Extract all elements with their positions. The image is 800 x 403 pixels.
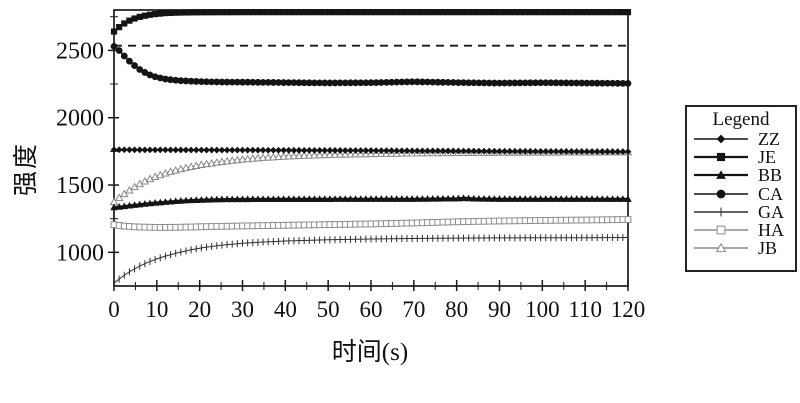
y-tick-label: 1000 [56,240,104,266]
x-tick-label: 70 [402,297,425,322]
legend: Legend ZZ JE BB CA GA HA JB [685,105,797,272]
legend-rows: ZZ JE BB CA GA HA JB [687,130,795,257]
legend-item-JB: JB [687,239,795,257]
x-tick-label: 0 [108,297,120,322]
x-tick-label: 10 [145,297,168,322]
diamond-legend-marker-icon [694,134,748,144]
x-tick-label: 90 [488,297,511,322]
series-JE [110,9,632,35]
x-tick-label: 50 [317,297,340,322]
square-legend-marker-icon [694,153,748,162]
x-tick-label: 100 [525,297,560,322]
legend-item-label: JB [758,238,778,259]
x-tick-label: 40 [274,297,297,322]
x-tick-label: 20 [188,297,211,322]
x-tick-label: 30 [231,297,254,322]
circle-legend-marker-icon [694,189,748,199]
legend-item-label: HA [758,220,784,241]
x-tick-label: 60 [360,297,383,322]
legend-title: Legend [712,109,770,130]
y-tick-label: 2500 [56,38,104,64]
x-axis-title: 时间(s) [331,339,409,366]
axis-ticks: 0 10 20 30 40 50 60 70 80 90 100 110 120 1000 1500 2000… [56,16,646,322]
legend-item-label: JE [758,147,776,168]
legend-item-label: GA [758,201,784,222]
legend-item-BB: BB [687,166,795,184]
legend-item-ZZ: ZZ [687,130,795,148]
legend-item-CA: CA [687,185,795,203]
legend-item-label: ZZ [758,129,780,150]
legend-item-GA: GA [687,203,795,221]
legend-item-JE: JE [687,148,795,166]
series-GA [113,234,629,287]
y-tick-label: 1500 [56,173,104,199]
legend-item-label: CA [758,183,784,204]
series-ZZ [110,146,632,156]
square-legend-marker-icon [694,225,748,235]
x-tick-label: 110 [568,297,602,322]
legend-item-HA: HA [687,221,795,239]
series-CA [110,42,632,87]
series-HA [110,216,632,231]
legend-item-label: BB [758,165,783,186]
y-axis-title: 强度 [13,142,40,197]
series-BB [110,194,632,211]
x-tick-label: 80 [445,297,468,322]
tick-legend-marker-icon [694,207,748,217]
triangle-legend-marker-icon [694,170,748,180]
x-tick-label: 120 [611,297,646,322]
y-tick-label: 2000 [56,106,104,132]
triangle-legend-marker-icon [694,242,748,253]
